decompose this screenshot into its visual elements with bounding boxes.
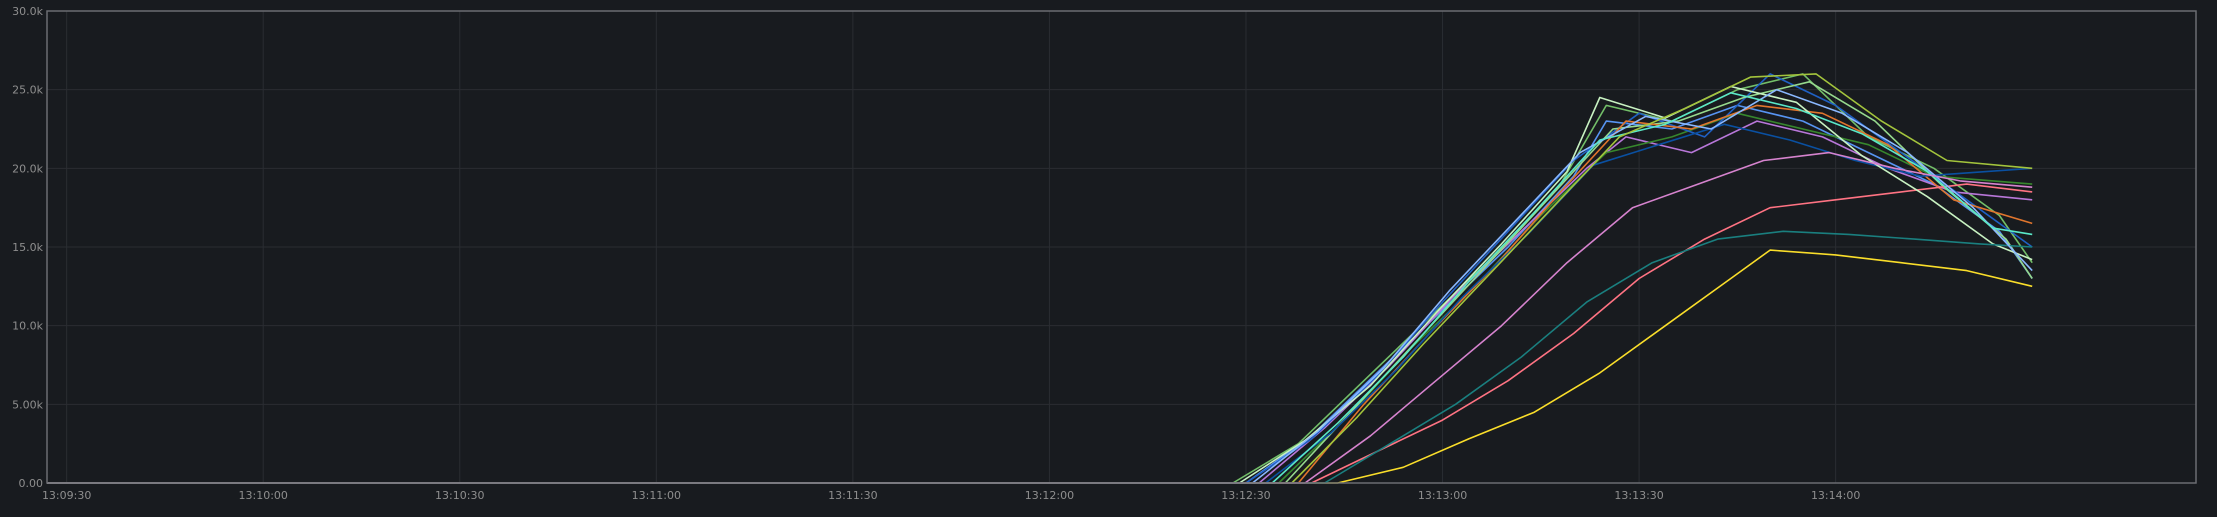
series-line-7 <box>47 249 2033 484</box>
y-tick-label: 10.0k <box>12 320 43 333</box>
x-axis-ticks: 13:09:30 13:10:00 13:10:30 13:11:00 13:11:30… <box>42 489 1860 502</box>
x-tick-label: 13:14:00 <box>1811 489 1860 502</box>
series-lines <box>47 73 2033 484</box>
x-tick-label: 13:12:00 <box>1025 489 1074 502</box>
grid <box>47 10 2196 484</box>
y-axis-ticks: 0.00 5.00k 10.0k 15.0k 20.0k 25.0k 30.0k <box>12 5 43 490</box>
y-tick-label: 30.0k <box>12 5 43 18</box>
series-line-8 <box>47 104 2033 484</box>
x-tick-label: 13:09:30 <box>42 489 91 502</box>
series-line-14 <box>47 92 2033 484</box>
x-tick-label: 13:13:30 <box>1614 489 1663 502</box>
x-tick-label: 13:10:30 <box>435 489 484 502</box>
series-line-6 <box>47 81 2033 484</box>
x-tick-label: 13:10:00 <box>239 489 288 502</box>
series-line-3 <box>47 120 2033 484</box>
series-line-2 <box>47 73 2033 484</box>
y-tick-label: 15.0k <box>12 241 43 254</box>
y-tick-label: 25.0k <box>12 84 43 97</box>
plot-frame <box>46 10 2197 484</box>
series-line-12 <box>47 230 2033 484</box>
series-line-16 <box>47 151 2033 484</box>
x-tick-label: 13:13:00 <box>1418 489 1467 502</box>
series-line-1 <box>47 104 2033 484</box>
series-line-15 <box>47 73 2033 484</box>
x-tick-label: 13:11:30 <box>828 489 877 502</box>
x-tick-label: 13:12:30 <box>1221 489 1270 502</box>
y-tick-label: 20.0k <box>12 162 43 175</box>
series-line-10 <box>47 123 2033 484</box>
series-line-13 <box>47 88 2033 484</box>
series-line-11 <box>47 85 2033 484</box>
y-tick-label: 5.00k <box>12 398 43 411</box>
series-line-5 <box>47 73 2033 484</box>
x-tick-label: 13:11:00 <box>632 489 681 502</box>
series-line-9 <box>47 183 2033 484</box>
y-tick-label: 0.00 <box>19 477 44 490</box>
